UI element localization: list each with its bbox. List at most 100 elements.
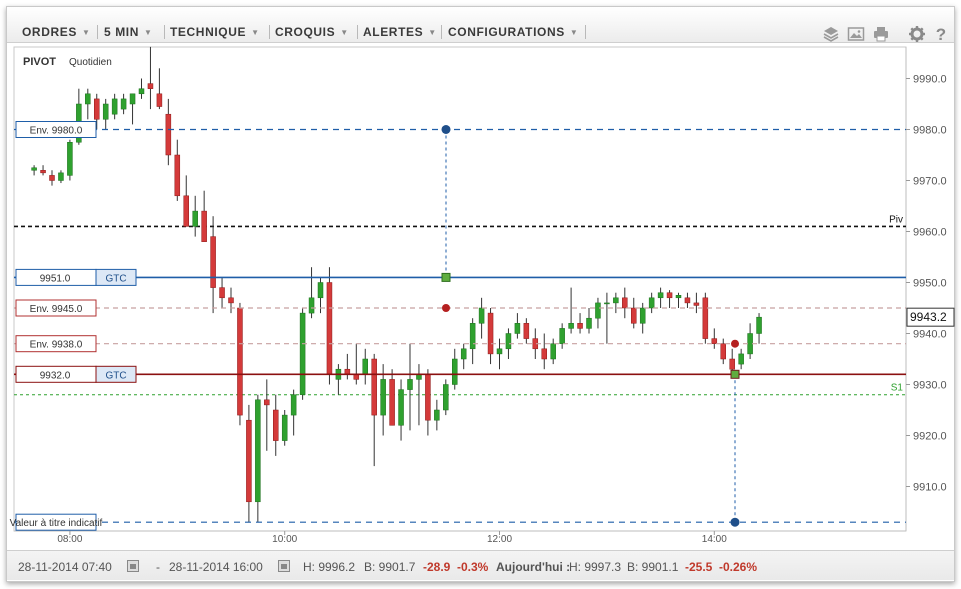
toolbar-divider [357, 25, 358, 39]
caret-down-icon: ▼ [251, 27, 260, 37]
candle-body [290, 394, 297, 416]
layers-icon[interactable] [822, 25, 840, 43]
candle-body [666, 292, 673, 299]
order-label-box[interactable] [15, 299, 97, 317]
candle-body [120, 98, 127, 110]
candle-body [729, 358, 735, 370]
menu-croquis-label: CROQUIS [275, 25, 336, 39]
menu-interval[interactable]: 5 MIN ▼ [104, 24, 153, 40]
menu-configurations[interactable]: CONFIGURATIONS ▼ [448, 24, 578, 40]
candle-body [559, 328, 565, 344]
candle-body [49, 175, 55, 181]
candle-body [702, 297, 709, 339]
y-tick-label: 9930.0 [913, 380, 947, 392]
candle-body [523, 323, 530, 339]
plot-area[interactable] [13, 46, 907, 532]
target-handle[interactable] [730, 517, 740, 527]
candle-body [684, 297, 691, 304]
candle-body [362, 358, 368, 375]
order-label-box[interactable] [15, 121, 97, 138]
candle-body [756, 316, 762, 334]
candle-body [156, 93, 163, 107]
candle-body [192, 210, 198, 227]
order-tag-box[interactable] [95, 365, 137, 383]
order-label-box[interactable] [15, 335, 97, 353]
candle-body [631, 307, 637, 324]
toolbar-divider [269, 25, 270, 39]
y-tick-label: 9960.0 [913, 227, 947, 239]
candle-body [228, 297, 234, 304]
svg-text:?: ? [936, 25, 946, 43]
today-label: Aujourd'hui : [496, 560, 571, 574]
menu-alertes-label: ALERTES [363, 25, 424, 39]
y-tick-label: 9950.0 [913, 278, 947, 290]
menu-ordres[interactable]: ORDRES ▼ [22, 24, 90, 40]
entry-handle[interactable] [730, 369, 740, 379]
help-icon[interactable]: ? [932, 25, 950, 43]
image-icon[interactable] [847, 25, 865, 43]
envelope-handle[interactable] [731, 339, 739, 348]
candle-body [604, 302, 610, 305]
range-start[interactable]: 28-11-2014 07:40 [18, 560, 112, 574]
toolbar-divider [441, 25, 442, 39]
candle-body [613, 297, 619, 304]
candle-body [165, 113, 172, 156]
menu-configurations-label: CONFIGURATIONS [448, 25, 565, 39]
candle-body [550, 343, 556, 360]
candle-body [380, 379, 386, 416]
print-icon[interactable] [872, 25, 890, 43]
candle-body [58, 172, 64, 181]
candle-body [138, 88, 145, 95]
toolbar-divider [97, 25, 98, 39]
current-price-label: 9943.2 [910, 310, 947, 324]
candle-body [639, 307, 646, 324]
menu-technique[interactable]: TECHNIQUE ▼ [170, 24, 260, 40]
pivot-label: Piv [889, 214, 903, 225]
calendar-icon[interactable] [278, 560, 290, 572]
candle-body [496, 348, 503, 355]
caret-down-icon: ▼ [144, 27, 153, 37]
toolbar-divider [585, 25, 586, 39]
candle-body [210, 236, 216, 288]
order-label: 9932.0 [40, 370, 71, 381]
period-change: -28.9 [423, 560, 451, 574]
candle-body [246, 419, 252, 503]
range-dash: - [156, 560, 160, 574]
candle-body [657, 292, 664, 299]
menu-croquis[interactable]: CROQUIS ▼ [275, 24, 349, 40]
menu-interval-label: 5 MIN [104, 25, 140, 39]
order-label-box[interactable] [15, 513, 97, 531]
order-tag-box[interactable] [95, 268, 137, 286]
candle-body [317, 282, 324, 299]
candle-body [273, 409, 279, 441]
settings-icon[interactable] [908, 25, 926, 43]
envelope-handle[interactable] [442, 304, 450, 312]
candle-body [478, 307, 485, 324]
candle-body [389, 379, 395, 426]
candle-body [111, 98, 118, 115]
candle-body [299, 312, 306, 395]
candle-body [711, 338, 718, 344]
range-end[interactable]: 28-11-2014 16:00 [169, 560, 263, 574]
target-handle[interactable] [441, 125, 451, 134]
menu-technique-label: TECHNIQUE [170, 25, 247, 39]
menu-ordres-label: ORDRES [22, 25, 77, 39]
candle-body [407, 379, 413, 390]
candle-body [541, 348, 547, 360]
period-low: B: 9901.7 [364, 560, 416, 574]
candle-body [201, 210, 207, 242]
entry-handle[interactable] [441, 272, 451, 282]
candle-body [469, 323, 476, 350]
legend-period: Quotidien [69, 57, 112, 68]
candle-body [174, 154, 181, 197]
calendar-icon[interactable] [127, 560, 139, 572]
caret-down-icon: ▼ [428, 27, 437, 37]
y-tick-label: 9990.0 [913, 74, 947, 86]
current-price-box [906, 307, 955, 327]
menu-alertes[interactable]: ALERTES ▼ [363, 24, 437, 40]
candle-body [326, 282, 333, 375]
order-tag: GTC [105, 370, 126, 381]
caret-down-icon: ▼ [569, 27, 579, 37]
candle-body [487, 312, 494, 355]
